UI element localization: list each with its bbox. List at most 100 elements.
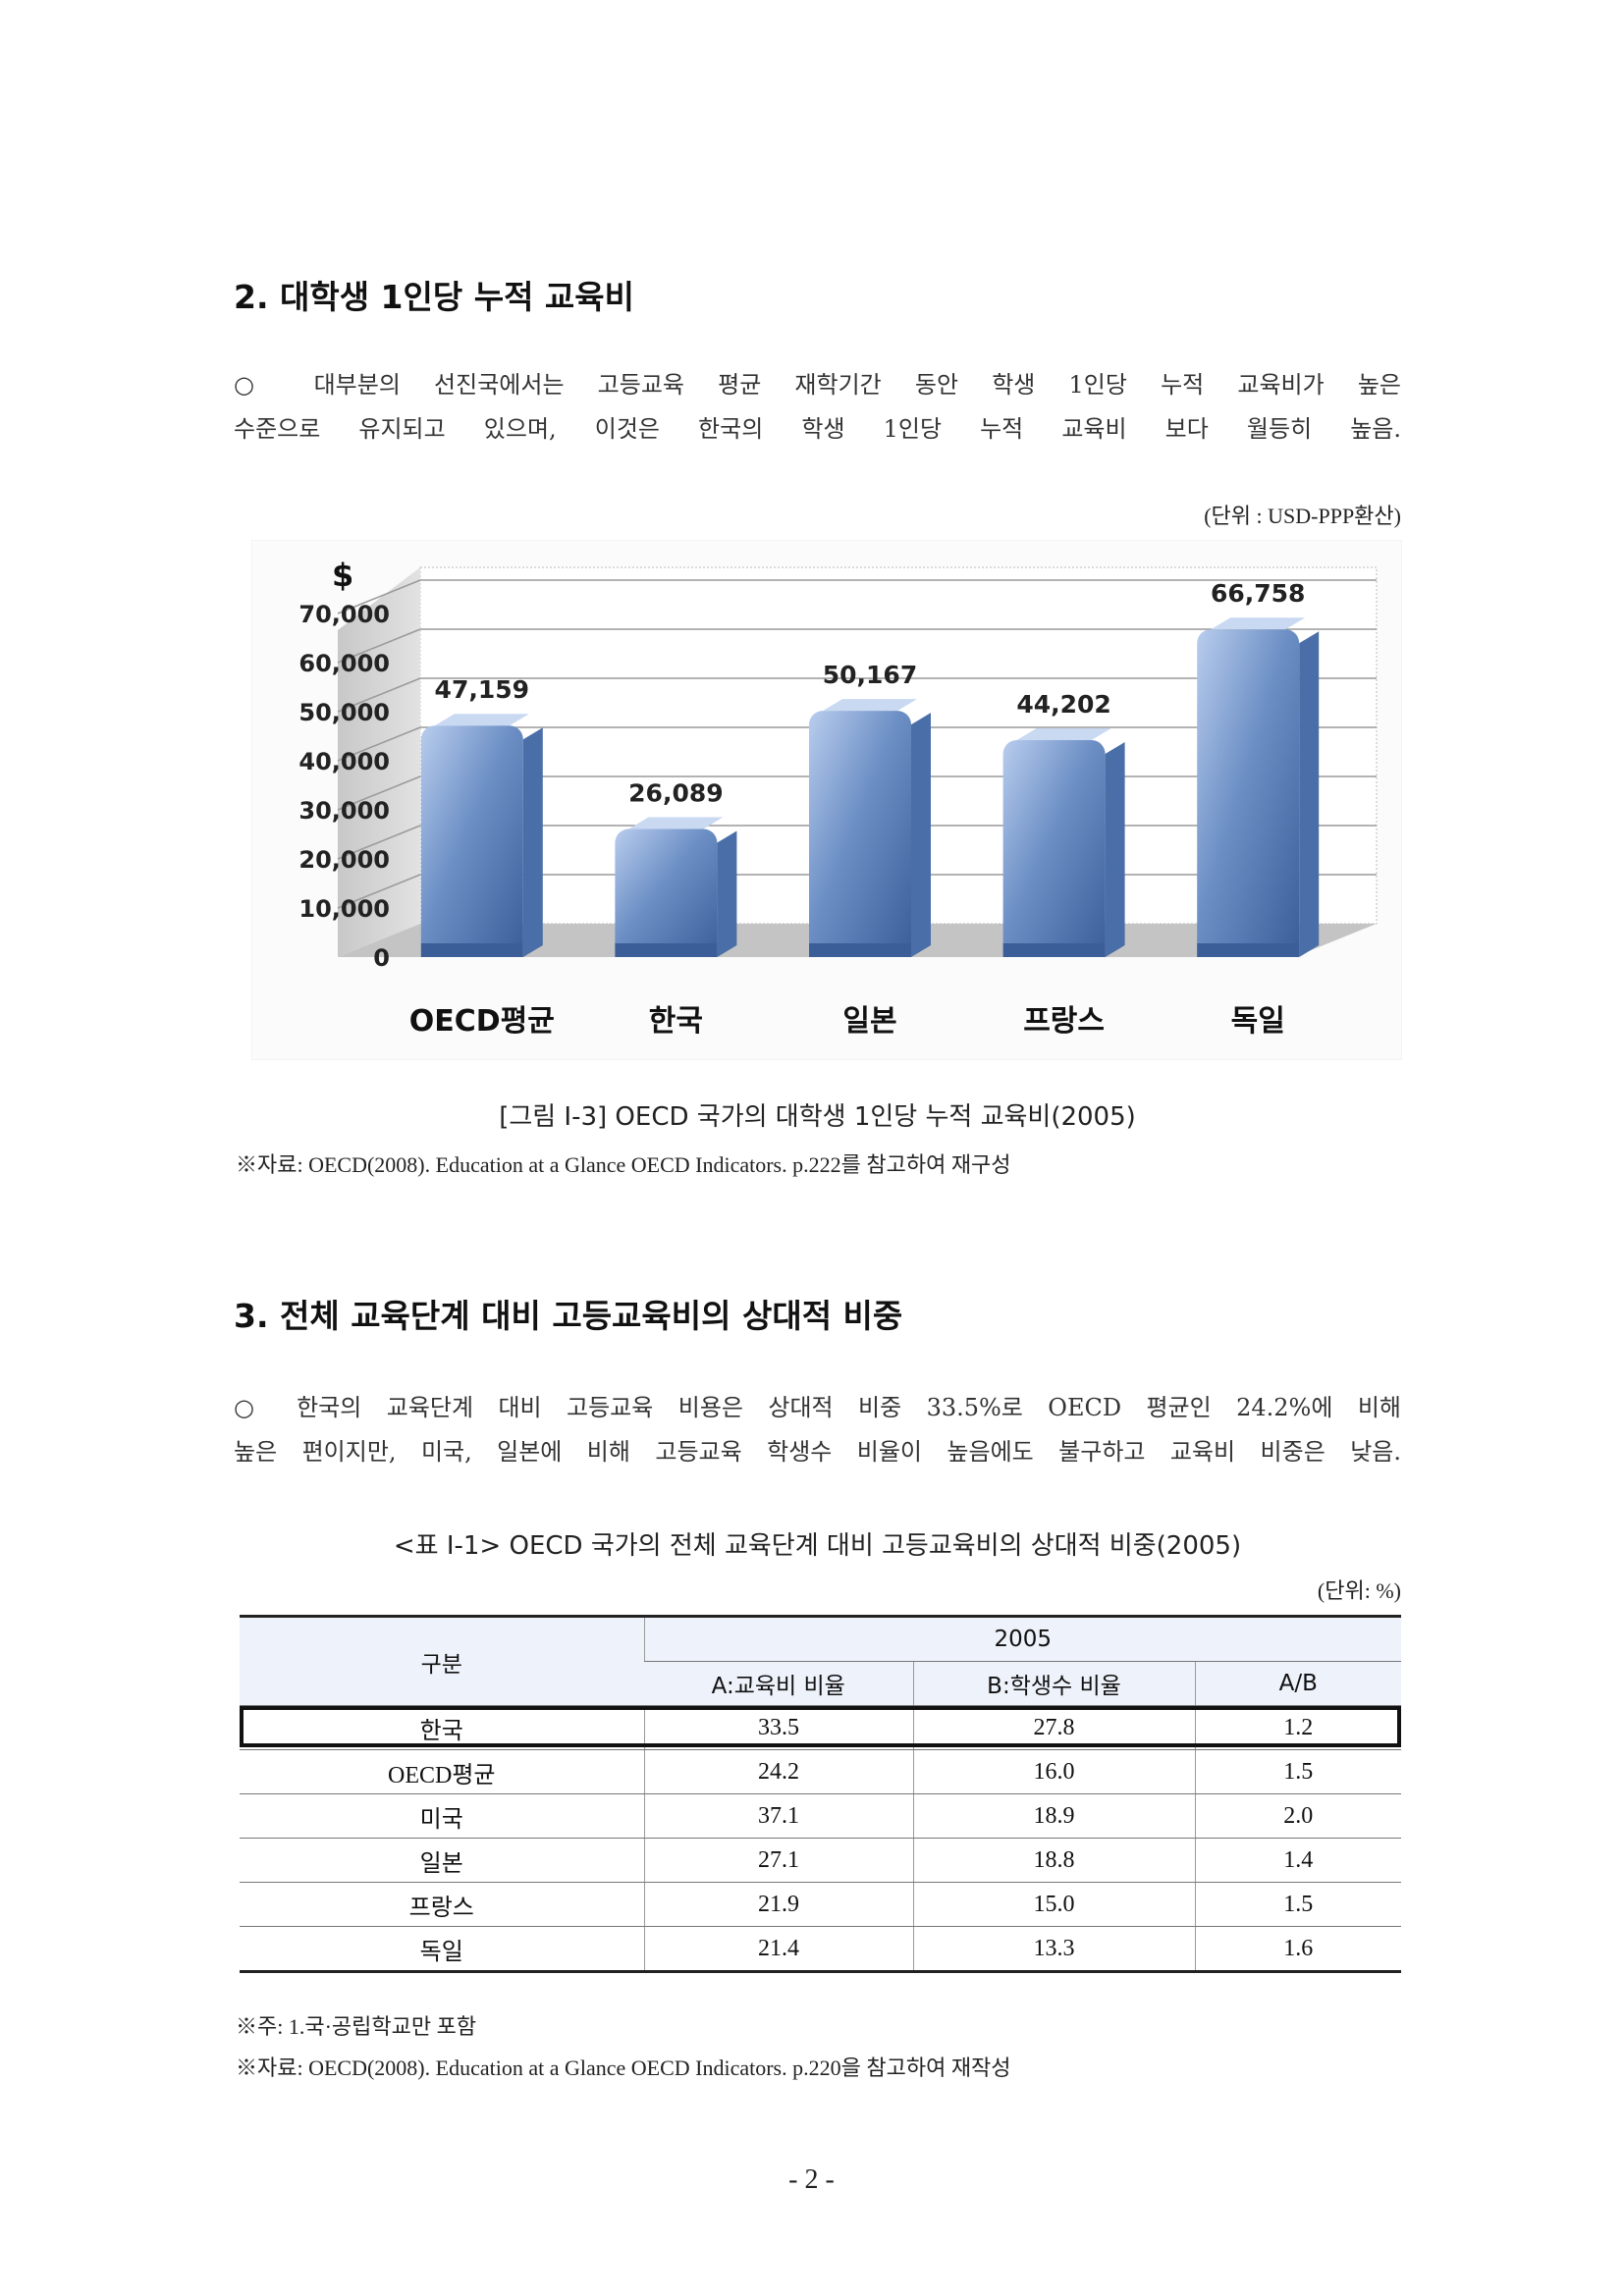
table-subheader-row: A:교육비 비율 B:학생수 비율 A/B (240, 1661, 1402, 1706)
table-cell: 27.1 (643, 1838, 913, 1883)
gridline-side (337, 874, 421, 909)
data-labels: 47,159 26,089 50,167 44,202 66,758 (435, 579, 1306, 807)
gridline-side (337, 775, 421, 811)
figure-source: ※자료: OECD(2008). Education at a Glance O… (236, 1152, 1011, 1177)
bar-base (1197, 943, 1300, 957)
bar-base (420, 943, 523, 957)
y-tick-label: 60,000 (298, 650, 390, 677)
column-header: B:학생수 비율 (912, 1661, 1195, 1706)
gridline-side (337, 579, 421, 614)
y-tick-label: 40,000 (298, 748, 390, 775)
bar-side (522, 727, 543, 957)
bar-base (1002, 943, 1106, 957)
table-cell: 프랑스 (240, 1882, 644, 1927)
table-cell: 2.0 (1194, 1793, 1402, 1839)
table-cell: 21.4 (643, 1926, 913, 1973)
table-cell: 1.6 (1194, 1926, 1402, 1973)
gridline-side (337, 628, 421, 664)
column-header: A/B (1194, 1661, 1402, 1706)
bar-top (628, 817, 724, 829)
table-cell: 15.0 (912, 1882, 1195, 1927)
bar (615, 828, 718, 957)
table-cell: 13.3 (912, 1926, 1195, 1973)
gridline-side (337, 677, 421, 713)
bar-base (615, 943, 718, 957)
y-tick-label: 30,000 (298, 797, 390, 825)
header-group-label: 구분 (240, 1615, 644, 1706)
table-cell: 33.5 (643, 1705, 913, 1750)
spending-share-table: 구분 2005 A:교육비 비율 B:학생수 비율 A/B 한국 33.5 27… (240, 1615, 1402, 1973)
section-2-paragraph: ○ 대부분의 선진국에서는 고등교육 평균 재학기간 동안 학생 1인당 누적 … (234, 363, 1401, 452)
table-cell: 18.8 (912, 1838, 1195, 1883)
y-tick-label: 50,000 (298, 699, 390, 726)
table-row: OECD평균 24.2 16.0 1.5 (240, 1749, 1402, 1794)
data-label: 66,758 (1211, 579, 1305, 608)
table-cell: 21.9 (643, 1882, 913, 1927)
bar-side (1105, 741, 1125, 957)
section-3-paragraph: ○ 한국의 교육단계 대비 고등교육 비용은 상대적 비중 33.5%로 OEC… (234, 1386, 1401, 1474)
data-label: 50,167 (823, 661, 917, 689)
x-tick-label: 일본 (842, 1004, 896, 1039)
table-cell: 일본 (240, 1838, 644, 1883)
table-cell: 37.1 (643, 1793, 913, 1839)
table-cell: 27.8 (912, 1705, 1195, 1750)
bar-base (809, 943, 911, 957)
gridline-side (337, 825, 421, 860)
paragraph-line: ○ 대부분의 선진국에서는 고등교육 평균 재학기간 동안 학생 1인당 누적 … (234, 371, 1401, 399)
page-number: - 2 - (788, 2164, 835, 2195)
paragraph-line: 수준으로 유지되고 있으며, 이것은 한국의 학생 1인당 누적 교육비 보다 … (234, 415, 1401, 443)
x-tick-label: 한국 (649, 1004, 703, 1039)
data-label: 47,159 (435, 675, 529, 704)
table-caption: <표 Ⅰ-1> OECD 국가의 전체 교육단계 대비 고등교육비의 상대적 비… (393, 1531, 1242, 1561)
data-label: 26,089 (628, 779, 723, 808)
table-cell: 1.2 (1194, 1705, 1402, 1750)
table-cell: 16.0 (912, 1749, 1195, 1794)
x-tick-label: OECD평균 (409, 1004, 555, 1039)
table-cell: 미국 (240, 1793, 644, 1839)
table-cell: 독일 (240, 1926, 644, 1973)
section-2-heading: 2. 대학생 1인당 누적 교육비 (234, 278, 635, 316)
table-row: 프랑스 21.9 15.0 1.5 (240, 1882, 1402, 1927)
paragraph-line: ○ 한국의 교육단계 대비 고등교육 비용은 상대적 비중 33.5%로 OEC… (234, 1394, 1401, 1421)
gridline-side (337, 726, 421, 762)
bar (1197, 629, 1300, 957)
x-tick-label: 독일 (1231, 1004, 1285, 1039)
bar-side (911, 713, 931, 957)
table-cell: 1.4 (1194, 1838, 1402, 1883)
bar-chart: 0 10,000 20,000 30,000 40,000 50,000 60,000 70,… (251, 540, 1402, 1060)
y-unit-symbol: $ (332, 557, 353, 594)
bar (1002, 739, 1106, 957)
header-year: 2005 (643, 1615, 1402, 1662)
chart-unit-note: (단위 : USD-PPP환산) (1204, 504, 1401, 528)
bars (420, 617, 1320, 957)
table-note: ※주: 1.국·공립학교만 포함 (236, 2014, 477, 2039)
bar-side (717, 830, 737, 957)
column-header: A:교육비 비율 (644, 1661, 913, 1706)
table-cell: 18.9 (912, 1793, 1195, 1839)
bar (420, 725, 523, 957)
bar-top (1016, 727, 1111, 740)
x-tick-label: 프랑스 (1023, 1004, 1105, 1039)
table-cell: 24.2 (643, 1749, 913, 1794)
table-source: ※자료: OECD(2008). Education at a Glance O… (236, 2056, 1011, 2080)
bar-top (1211, 617, 1306, 630)
section-3-heading: 3. 전체 교육단계 대비 고등교육비의 상대적 비중 (234, 1297, 903, 1335)
table-row: 한국 33.5 27.8 1.2 (240, 1705, 1402, 1750)
table-unit-note: (단위: %) (1317, 1578, 1401, 1603)
y-tick-label: 20,000 (298, 846, 390, 874)
table-cell: 1.5 (1194, 1749, 1402, 1794)
bar-side (1299, 631, 1320, 957)
table-row: 일본 27.1 18.8 1.4 (240, 1838, 1402, 1883)
bar-top (823, 699, 917, 712)
bar (809, 711, 911, 957)
paragraph-line: 높은 편이지만, 미국, 일본에 비해 고등교육 학생수 비율이 높음에도 불구… (234, 1438, 1401, 1466)
y-tick-label: 10,000 (298, 895, 390, 923)
data-label: 44,202 (1016, 690, 1110, 719)
table-row: 독일 21.4 13.3 1.6 (240, 1926, 1402, 1973)
table-cell: OECD평균 (240, 1749, 644, 1794)
table-row: 미국 37.1 18.9 2.0 (240, 1793, 1402, 1839)
y-axis-ticks: 0 10,000 20,000 30,000 40,000 50,000 60,000 70,… (298, 601, 390, 972)
y-tick-label: 70,000 (298, 601, 390, 628)
figure-caption: [그림 Ⅰ-3] OECD 국가의 대학생 1인당 누적 교육비(2005) (499, 1102, 1136, 1132)
bar-top (434, 714, 529, 726)
